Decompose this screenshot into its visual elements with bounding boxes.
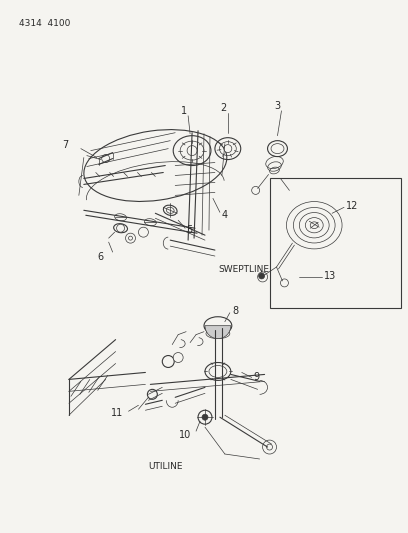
Text: 10: 10 xyxy=(179,430,191,440)
Wedge shape xyxy=(205,326,231,338)
Circle shape xyxy=(224,144,232,152)
Bar xyxy=(270,179,401,308)
Circle shape xyxy=(126,233,135,243)
Circle shape xyxy=(252,187,259,195)
Text: 4314  4100: 4314 4100 xyxy=(19,19,71,28)
Text: 8: 8 xyxy=(233,306,239,316)
Circle shape xyxy=(102,155,110,163)
Text: 12: 12 xyxy=(346,201,358,211)
Text: SWEPTLINE: SWEPTLINE xyxy=(218,265,269,274)
Text: 13: 13 xyxy=(324,271,337,281)
Text: 1: 1 xyxy=(181,106,187,116)
Text: 2: 2 xyxy=(221,103,227,113)
Text: 11: 11 xyxy=(111,408,123,418)
Circle shape xyxy=(280,279,288,287)
Circle shape xyxy=(162,356,174,367)
Circle shape xyxy=(266,444,273,450)
Text: 9: 9 xyxy=(254,373,260,382)
Circle shape xyxy=(257,272,268,282)
Circle shape xyxy=(202,414,208,420)
Text: 4: 4 xyxy=(222,210,228,220)
Circle shape xyxy=(187,146,197,156)
Circle shape xyxy=(198,410,212,424)
Text: 5: 5 xyxy=(186,225,193,235)
Text: 7: 7 xyxy=(62,140,68,150)
Circle shape xyxy=(263,440,277,454)
Circle shape xyxy=(138,227,149,237)
Circle shape xyxy=(117,224,124,232)
Circle shape xyxy=(147,389,157,399)
Text: 3: 3 xyxy=(275,101,281,111)
Text: 6: 6 xyxy=(98,252,104,262)
Ellipse shape xyxy=(204,317,232,335)
Circle shape xyxy=(259,273,264,279)
Text: UTILINE: UTILINE xyxy=(149,463,183,472)
Circle shape xyxy=(129,236,133,240)
Circle shape xyxy=(173,352,183,362)
